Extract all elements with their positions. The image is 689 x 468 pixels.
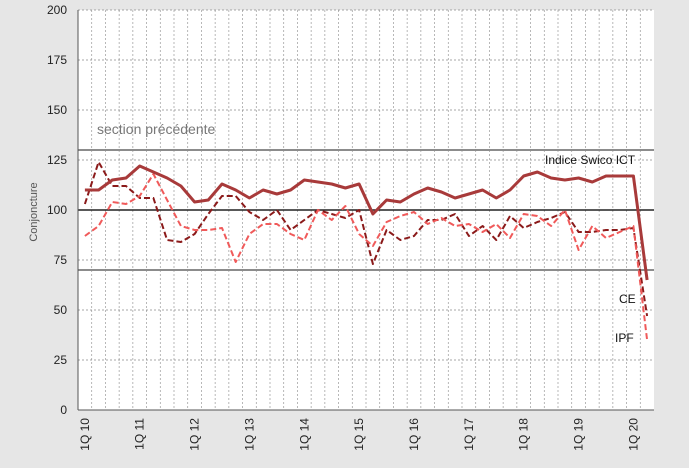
series-lines — [83, 161, 649, 341]
y-tick-label: 125 — [47, 153, 67, 167]
y-tick-label: 100 — [47, 203, 67, 217]
x-tick-label: 1Q 17 — [462, 418, 476, 451]
y-tick-label: 50 — [54, 303, 68, 317]
series-indice-swico-ict — [84, 164, 649, 281]
x-tick-label: 1Q 12 — [188, 418, 202, 451]
y-tick-labels: 0 25 50 75 100 125 150 175 200 — [47, 3, 67, 417]
y-tick-label: 0 — [60, 403, 67, 417]
y-tick-label: 200 — [47, 3, 67, 17]
x-tick-label: 1Q 18 — [517, 418, 531, 451]
x-tick-label: 1Q 13 — [242, 418, 256, 451]
series-ipf — [84, 173, 649, 341]
series-ce — [83, 161, 649, 317]
label-ict: Indice Swico ICT — [545, 153, 636, 167]
x-tick-label: 1Q 15 — [352, 418, 366, 451]
x-tick-label: 1Q 14 — [297, 418, 311, 451]
y-axis-title: Conjoncture — [28, 182, 40, 241]
y-tick-label: 75 — [54, 253, 68, 267]
x-tick-label: 1Q 16 — [407, 418, 421, 451]
x-tick-label: 1Q 20 — [626, 418, 640, 451]
label-ipf: IPF — [615, 331, 634, 345]
y-tick-label: 25 — [54, 353, 68, 367]
reference-lines — [78, 149, 654, 271]
y-tick-label: 175 — [47, 53, 67, 67]
x-tick-label: 1Q 19 — [572, 418, 586, 451]
y-tick-label: 150 — [47, 103, 67, 117]
x-tick-labels: 1Q 10 1Q 11 1Q 12 1Q 13 1Q 14 1Q 15 1Q 16 1Q 17… — [78, 418, 641, 451]
section-label: section précédente — [97, 121, 216, 137]
x-tick-label: 1Q 10 — [78, 418, 92, 451]
label-ce: CE — [619, 292, 636, 306]
x-tick-label: 1Q 11 — [133, 418, 147, 450]
